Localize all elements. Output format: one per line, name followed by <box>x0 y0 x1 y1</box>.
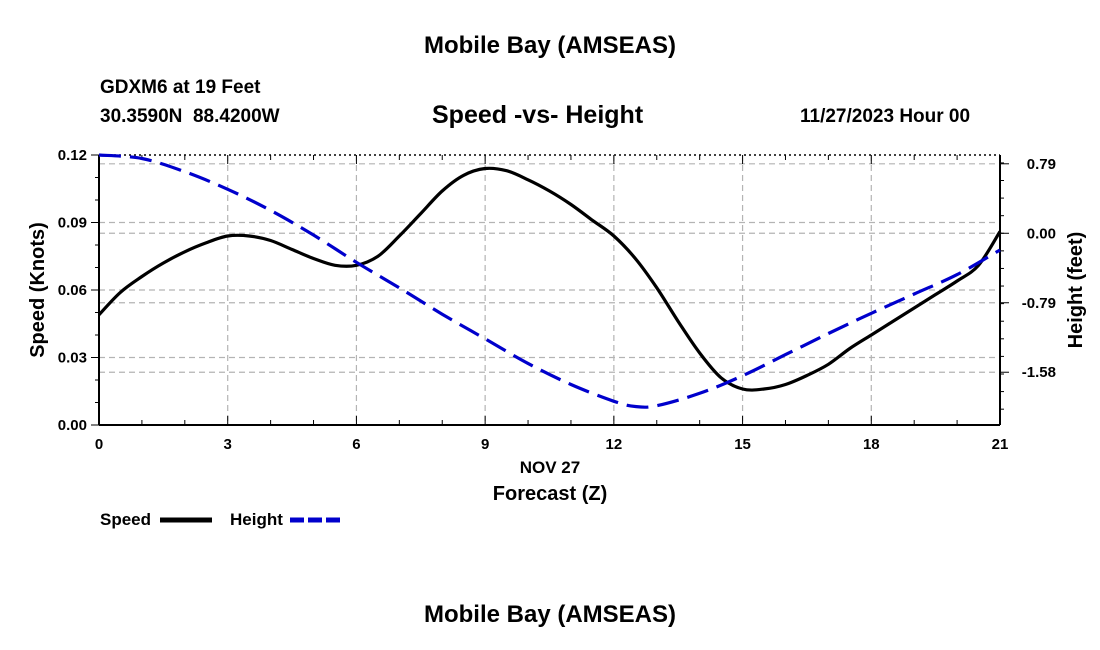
y-tick-label: 0.06 <box>58 282 87 299</box>
chart-subtitle: Speed -vs- Height <box>432 101 644 129</box>
x-tick-label: 6 <box>352 436 360 453</box>
chart-main-title: Mobile Bay (AMSEAS) <box>423 32 677 59</box>
x-tick-label: 15 <box>734 436 751 453</box>
height-series-line <box>98 153 1001 409</box>
y2-tick-label: -1.58 <box>1022 364 1056 381</box>
station-coordinates: 30.3590N 88.4200W <box>100 106 280 127</box>
x-tick-label: 18 <box>863 436 880 453</box>
y2-tick-label: 0.79 <box>1027 156 1056 173</box>
legend-height-label: Height <box>230 510 283 529</box>
y-tick-label: 0.00 <box>58 417 87 434</box>
y-axis-label-height: Height (feet) <box>1065 232 1087 349</box>
y2-tick-label: 0.00 <box>1027 225 1056 242</box>
x-axis-label: Forecast (Z) <box>493 483 607 505</box>
grid-lines <box>99 155 1000 425</box>
series <box>97 153 1002 409</box>
legend-speed-label: Speed <box>100 510 151 529</box>
x-tick-label: 9 <box>481 436 489 453</box>
x-axis-date-label: NOV 27 <box>520 458 580 477</box>
y2-tick-label: -0.79 <box>1022 295 1056 312</box>
x-tick-label: 3 <box>224 436 232 453</box>
x-tick-label: 21 <box>992 436 1009 453</box>
footer-title: Mobile Bay (AMSEAS) <box>423 601 677 628</box>
y-tick-label: 0.03 <box>58 350 87 367</box>
axes: 0 3 6 9 12 15 18 21 0.00 0.03 0.06 0.09 0.12 0.79 0.00… <box>58 147 1056 453</box>
speed-series-line <box>97 166 1002 392</box>
station-label: GDXM6 at 19 Feet <box>100 77 261 98</box>
legend: Speed Height <box>100 510 342 529</box>
x-tick-label: 0 <box>95 436 103 453</box>
y-tick-label: 0.09 <box>58 215 87 232</box>
forecast-datetime: 11/27/2023 Hour 00 <box>800 106 971 127</box>
y-axis-label-speed: Speed (Knots) <box>27 222 49 358</box>
y-tick-label: 0.12 <box>58 147 87 164</box>
x-tick-label: 12 <box>606 436 623 453</box>
